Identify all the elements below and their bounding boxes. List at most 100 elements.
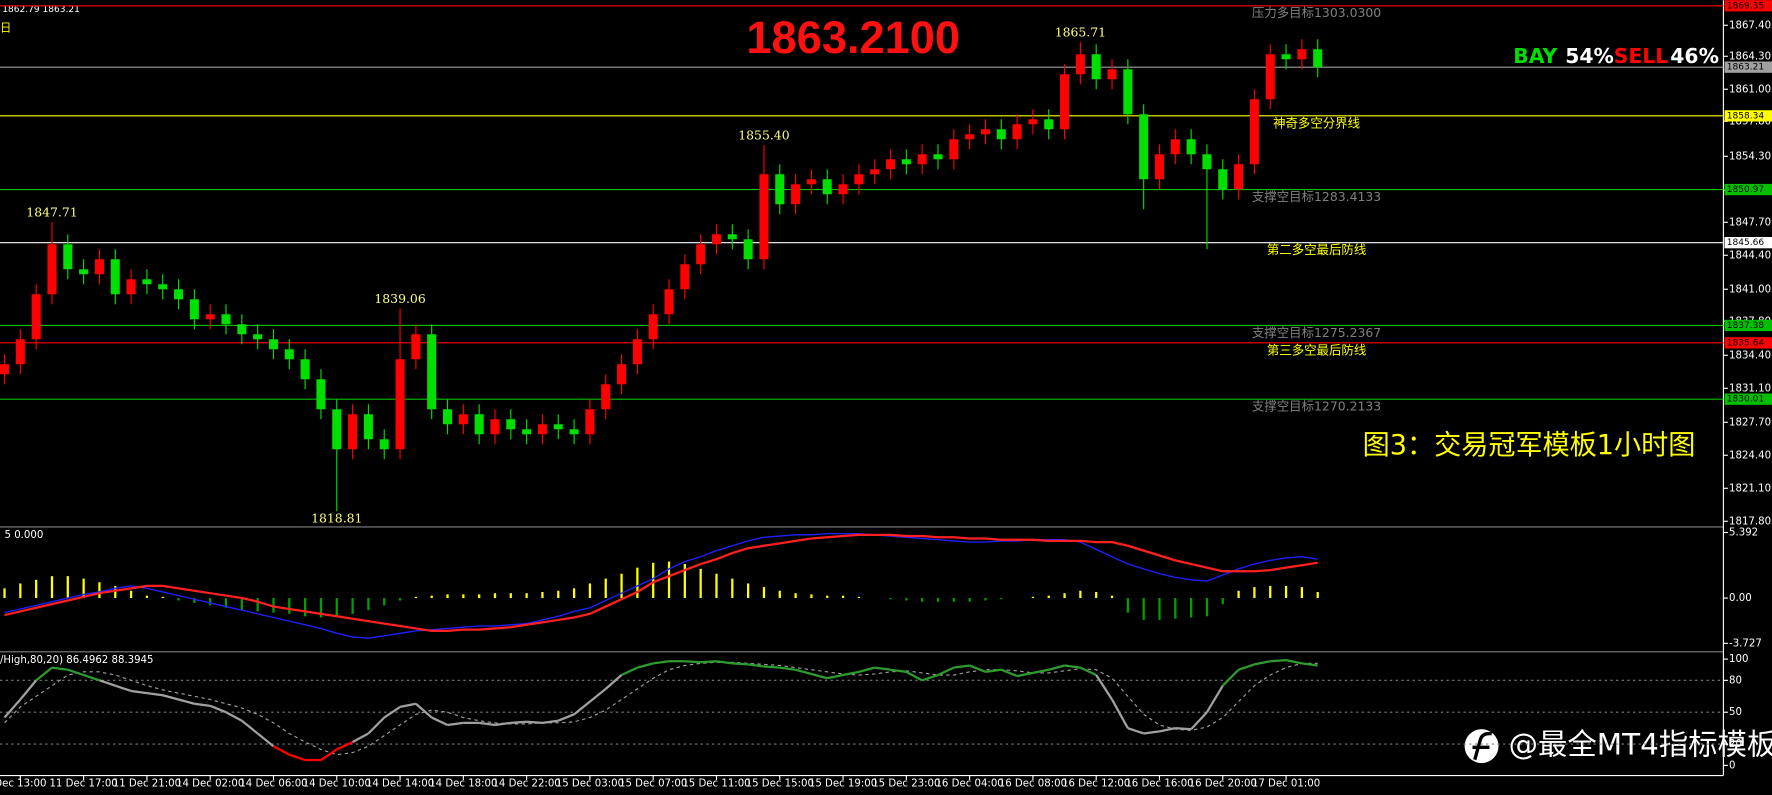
candle-body [47, 244, 57, 295]
k-line-segment [542, 719, 559, 724]
stochastic-title: /High,80,20) 86.4962 88.3945 [0, 655, 153, 666]
k-line-segment [225, 711, 243, 722]
x-tick-label: 16 Dec 12:00 [1062, 778, 1130, 789]
candle-body [1313, 49, 1323, 68]
histogram-bar [762, 587, 766, 599]
candle-body [838, 184, 848, 195]
candle-body [775, 174, 785, 205]
candle-body [1297, 49, 1307, 60]
level-tag [1724, 337, 1772, 349]
x-tick-label: 11 Dec 21:00 [113, 778, 181, 789]
histogram-bar [857, 596, 861, 599]
candle-body [727, 234, 737, 240]
histogram-bar [129, 590, 133, 599]
k-line-segment [1221, 668, 1240, 687]
candle-body [1154, 154, 1165, 180]
candle-body [806, 179, 816, 185]
histogram-bar [1126, 598, 1129, 613]
histogram-bar [1063, 593, 1066, 599]
candle-body [1028, 119, 1038, 125]
histogram-bar [525, 593, 528, 599]
histogram-bar [1174, 598, 1177, 619]
k-line-segment [763, 665, 780, 669]
histogram-bar [826, 595, 829, 599]
macd-line [4, 532, 1318, 639]
histogram-bar [161, 596, 164, 599]
candle-body [474, 414, 484, 435]
k-line-segment [1095, 674, 1113, 701]
d-line [4, 661, 1318, 756]
histogram-bar [114, 585, 117, 599]
k-line-segment [19, 679, 38, 701]
candle-body [537, 424, 547, 435]
candle-body [379, 439, 389, 450]
k-line-segment [51, 666, 68, 671]
high-label: 1855.40 [738, 128, 789, 143]
k-line-segment [35, 666, 53, 682]
k-line-segment [1111, 698, 1129, 729]
level-tag-label: 1869.35 [1727, 1, 1764, 11]
k-line-segment [256, 732, 275, 748]
candle-body [901, 159, 911, 165]
sentiment-value: 54% [1565, 44, 1614, 68]
y-tick-label: 5.392 [1729, 528, 1758, 539]
candle-body [854, 174, 864, 185]
x-tick-label: 16 Dec 08:00 [999, 778, 1067, 789]
macd-title: 5 0.000 [5, 530, 44, 541]
period: 日 [0, 22, 11, 35]
candle-body [949, 139, 959, 160]
k-line-segment [3, 698, 22, 719]
candle-body [126, 279, 136, 295]
candle-body [189, 299, 199, 320]
y-tick-label: 1841.00 [1729, 284, 1771, 295]
k-line-segment [653, 660, 670, 665]
k-line-segment [1238, 663, 1255, 671]
y-tick-label: 80 [1729, 675, 1742, 686]
histogram-bar [367, 598, 370, 611]
candle-body [31, 294, 41, 340]
histogram-bar [272, 598, 275, 613]
x-tick-label: 15 Dec 11:00 [682, 778, 750, 789]
histogram-bar [810, 594, 813, 599]
k-line-segment [1048, 664, 1065, 671]
level-tag [1724, 393, 1772, 405]
candle-body [1186, 139, 1196, 155]
level-tag-label: 1850.97 [1727, 185, 1764, 195]
k-line-segment [747, 663, 765, 668]
sentiment-value: 46% [1670, 44, 1719, 68]
k-line-segment [890, 668, 907, 673]
k-line-segment [716, 660, 733, 665]
y-tick-label: 1817.80 [1729, 516, 1771, 527]
histogram-bar [936, 598, 940, 602]
candle-body [1218, 169, 1228, 190]
k-line-segment [905, 670, 923, 682]
level-tag-label: 1835.64 [1727, 338, 1765, 348]
histogram-bar [968, 598, 971, 602]
level-note: 第二多空最后防线 [1267, 242, 1366, 257]
histogram-bar [1237, 590, 1240, 599]
x-tick-label: Dec 13:00 [0, 778, 46, 789]
k-line-segment [953, 664, 970, 669]
k-line-segment [858, 666, 875, 673]
histogram-bar [351, 598, 354, 614]
y-tick-label: -3.727 [1729, 638, 1762, 649]
level-note: 压力多目标1303.0300 [1252, 5, 1381, 20]
histogram-bar [683, 564, 686, 599]
k-line-segment [621, 666, 638, 677]
k-line-segment [526, 720, 543, 724]
histogram-bar [746, 583, 750, 599]
candle-body [1012, 124, 1022, 140]
candle-body [980, 129, 990, 135]
k-line-segment [921, 673, 939, 682]
k-line-segment [383, 705, 401, 719]
candle-body [158, 284, 168, 290]
histogram-bar [1142, 598, 1145, 620]
x-tick-label: 11 Dec 17:00 [49, 778, 117, 789]
histogram-bar [557, 590, 560, 599]
histogram-bar [35, 579, 38, 599]
candle-body [917, 154, 927, 165]
y-tick-label: 0.00 [1729, 593, 1752, 604]
x-tick-label: 16 Dec 04:00 [935, 778, 1003, 789]
